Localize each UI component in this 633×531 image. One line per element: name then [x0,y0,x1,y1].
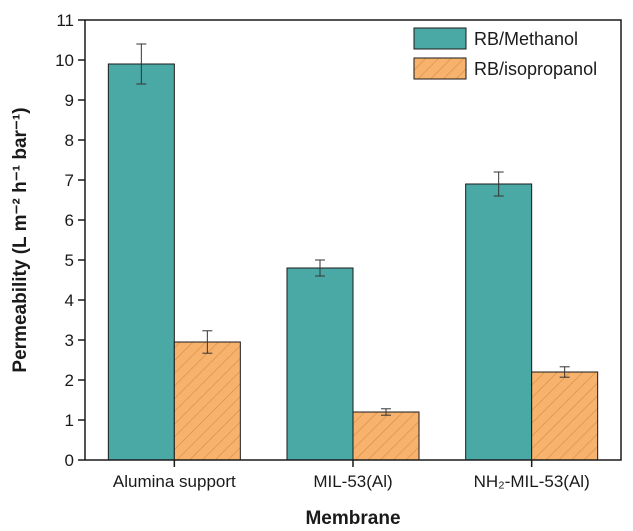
y-tick-label: 11 [56,11,74,30]
x-tick-label: MIL-53(Al) [313,472,392,491]
y-axis-ticks: 0 1 2 3 4 5 6 7 8 9 10 11 [55,11,85,470]
y-tick-label: 2 [65,371,74,390]
x-tick-label: Alumina support [113,472,236,491]
y-tick-label: 4 [65,291,74,310]
y-tick-label: 7 [65,171,74,190]
bar-rb-isopropanol [531,371,599,461]
bar-rb-isopropanol [352,411,420,461]
legend-swatch-rb-isopropanol [413,57,467,80]
legend-label-rb-methanol: RB/Methanol [474,29,578,49]
legend-label-rb-isopropanol: RB/isopropanol [474,59,597,79]
y-tick-label: 9 [65,91,74,110]
y-tick-label: 0 [65,451,74,470]
y-tick-label: 8 [65,131,74,150]
y-tick-label: 1 [65,411,74,430]
bar-rb-methanol [465,183,533,461]
bar-rb-isopropanol [173,341,241,461]
bar-rb-methanol [107,63,175,461]
plot-area: 0 1 2 3 4 5 6 7 8 9 10 11 Alumina support MIL-53(Al)… [55,11,622,491]
bars [107,43,599,461]
legend: RB/Methanol RB/isopropanol [413,27,597,80]
y-tick-label: 3 [65,331,74,350]
y-tick-label: 5 [65,251,74,270]
y-tick-label: 6 [65,211,74,230]
x-tick-label: NH₂-MIL-53(Al) [474,472,590,491]
x-axis-title: Membrane [305,508,400,529]
bar-rb-methanol [286,267,354,461]
x-axis-ticks: Alumina support MIL-53(Al) NH₂-MIL-53(Al) [113,460,590,491]
legend-swatch-rb-methanol [413,27,467,50]
plot-frame [84,19,622,461]
y-tick-label: 10 [55,51,74,70]
y-axis-title: Permeability (L m⁻² h⁻¹ bar⁻¹) [10,107,31,372]
